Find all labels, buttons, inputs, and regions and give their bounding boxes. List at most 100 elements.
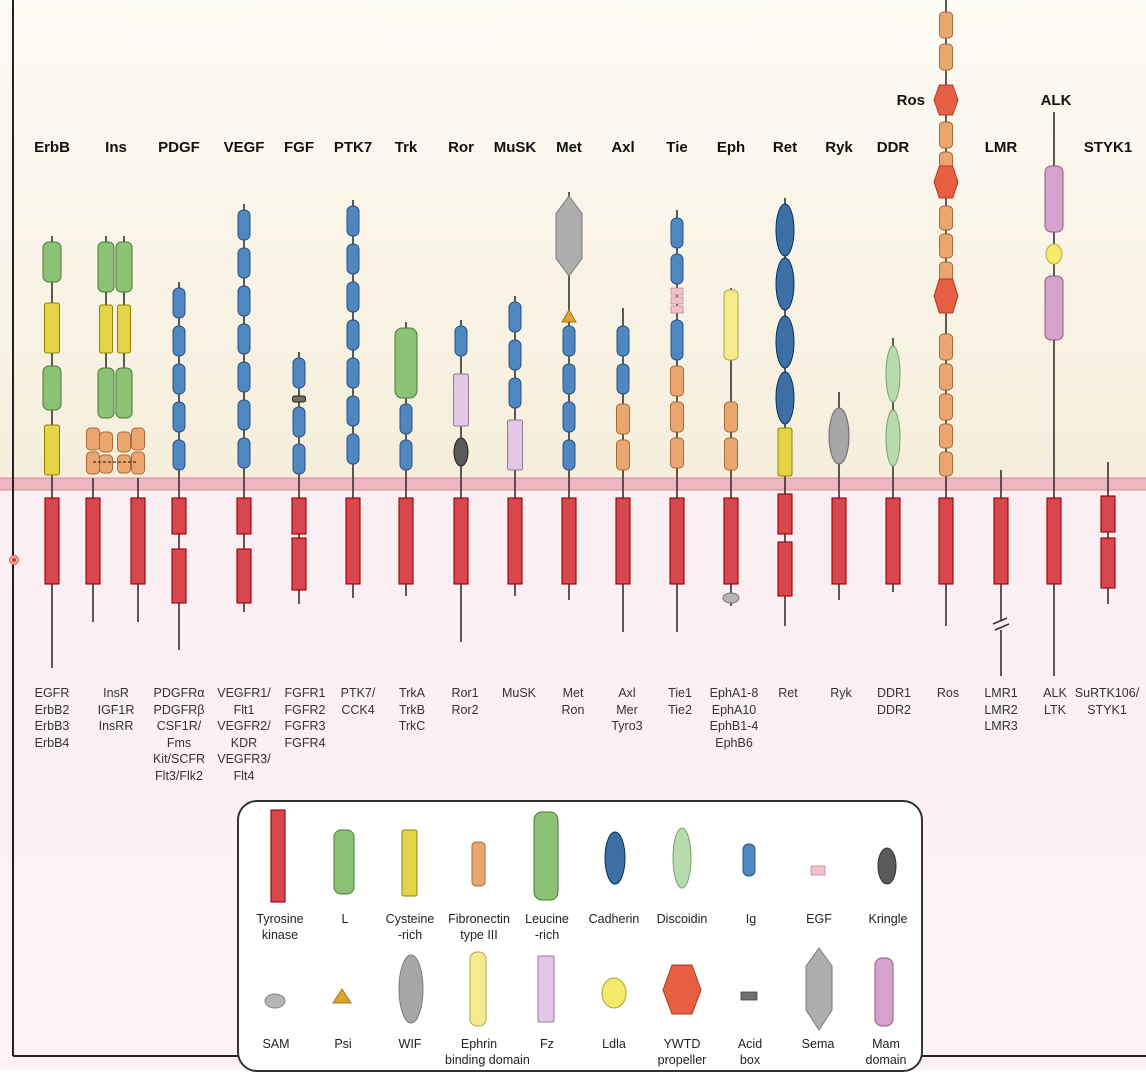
kinase-domain bbox=[453, 497, 469, 585]
cysteine-rich-domain bbox=[99, 304, 113, 354]
cysteine-rich-domain bbox=[117, 304, 131, 354]
legend-text: YWTD bbox=[663, 1037, 701, 1051]
ig-domain bbox=[172, 363, 186, 395]
member-name: TrkC bbox=[398, 719, 426, 733]
legend-text: Discoidin bbox=[656, 912, 708, 926]
fibronectin-domain bbox=[670, 437, 684, 469]
member-name: ErbB3 bbox=[34, 719, 70, 733]
cysteine-rich-domain bbox=[44, 424, 60, 476]
family-label-erbb: ErbB bbox=[34, 139, 70, 156]
member-list-eph: EphA1-8 EphA10 EphB1-4 EphB6 bbox=[696, 685, 772, 751]
legend-text: -rich bbox=[534, 928, 560, 942]
break-mark bbox=[992, 617, 1008, 625]
kinase-domain bbox=[398, 497, 414, 585]
kinase-domain bbox=[669, 497, 685, 585]
ig-domain bbox=[399, 439, 413, 471]
member-name: Flt4 bbox=[233, 768, 255, 783]
member-name: KDR bbox=[230, 735, 258, 750]
egf-domain bbox=[670, 296, 684, 305]
legend-label-discoidin: Discoidin bbox=[648, 911, 716, 927]
member-name: FGFR4 bbox=[284, 735, 326, 750]
family-label-ins: Ins bbox=[105, 139, 127, 156]
kinase-domain bbox=[236, 548, 252, 604]
member-name: EphA10 bbox=[711, 702, 757, 717]
kinase-domain bbox=[236, 497, 252, 535]
fibronectin-domain bbox=[99, 431, 113, 453]
member-list-trk: TrkA TrkB TrkC bbox=[374, 685, 450, 735]
cadherin-domain bbox=[775, 203, 795, 257]
family-label-ryk: Ryk bbox=[825, 139, 853, 156]
fibronectin-domain bbox=[939, 393, 953, 421]
member-name: DDR2 bbox=[876, 702, 912, 717]
legend-symbol-ywtd bbox=[662, 964, 702, 1015]
member-name: FGFR2 bbox=[284, 702, 326, 717]
legend-label-wif: WIF bbox=[376, 1036, 444, 1052]
legend-text: type III bbox=[460, 928, 498, 942]
member-name: LMR1 bbox=[984, 686, 1018, 700]
member-name: SuRTK106/ bbox=[1074, 686, 1140, 700]
legend-symbol-wif bbox=[398, 954, 424, 1024]
member-name: EphB1-4 bbox=[709, 719, 759, 733]
ig-domain bbox=[237, 437, 251, 469]
legend-text: Fibronectin bbox=[448, 912, 510, 926]
fibronectin-domain bbox=[939, 333, 953, 361]
legend-label-mam: Mam domain bbox=[852, 1036, 920, 1068]
cysteine-rich-domain bbox=[44, 302, 60, 354]
kinase-domain bbox=[171, 497, 187, 535]
cadherin-domain bbox=[775, 371, 795, 425]
family-label-ros: Ros bbox=[896, 92, 925, 109]
ig-domain bbox=[237, 361, 251, 393]
member-name: CSF1R/ bbox=[156, 719, 202, 733]
fibronectin-domain bbox=[939, 451, 953, 477]
kinase-domain bbox=[1046, 497, 1062, 585]
cursor-marker bbox=[9, 555, 19, 565]
kinase-domain bbox=[44, 497, 60, 585]
ig-domain bbox=[346, 205, 360, 237]
member-name: Flt3/Flk2 bbox=[155, 768, 203, 783]
ig-domain bbox=[454, 325, 468, 357]
family-label-fgf: FGF bbox=[284, 139, 314, 156]
fibronectin-domain bbox=[86, 451, 100, 475]
member-name: FGFR3 bbox=[284, 719, 326, 733]
fibronectin-domain bbox=[99, 454, 113, 474]
legend-text: kinase bbox=[261, 928, 299, 942]
fibronectin-domain bbox=[939, 363, 953, 391]
kinase-domain bbox=[561, 497, 577, 585]
member-list-alk: ALK LTK bbox=[1017, 685, 1093, 718]
member-name: Met bbox=[562, 686, 584, 700]
member-name: Mer bbox=[616, 702, 638, 717]
kinase-domain bbox=[345, 497, 361, 585]
legend-symbols bbox=[264, 809, 897, 1031]
member-list-ptk7: PTK7/ CCK4 bbox=[320, 685, 396, 718]
legend-symbol-ig bbox=[742, 843, 756, 877]
member-name: Tie1 bbox=[668, 686, 692, 700]
member-name: TrkB bbox=[399, 702, 425, 717]
member-list-ros: Ros bbox=[910, 685, 986, 702]
ig-domain bbox=[237, 285, 251, 317]
ig-domain bbox=[346, 357, 360, 389]
legend-label-ephrin-binding: Ephrin binding domain bbox=[445, 1036, 530, 1068]
ig-domain bbox=[237, 399, 251, 431]
legend-label-cadherin: Cadherin bbox=[580, 911, 648, 927]
member-list-lmr: LMR1 LMR2 LMR3 bbox=[963, 685, 1039, 735]
ephrin-binding-domain bbox=[723, 289, 739, 361]
ig-domain bbox=[346, 243, 360, 275]
legend-symbol-ldla bbox=[601, 977, 627, 1009]
cadherin-domain bbox=[775, 315, 795, 369]
fibronectin-domain bbox=[86, 427, 100, 451]
ig-domain bbox=[346, 319, 360, 351]
legend-label-fibronectin: Fibronectin type III bbox=[445, 911, 513, 943]
ig-domain bbox=[292, 357, 306, 389]
member-name: PTK7/ bbox=[340, 686, 376, 700]
member-name: ALK bbox=[1043, 686, 1067, 700]
legend-label-psi: Psi bbox=[309, 1036, 377, 1052]
legend-text: Acid bbox=[737, 1037, 763, 1051]
ig-domain bbox=[346, 395, 360, 427]
l-domain bbox=[97, 367, 115, 419]
legend-symbol-tyrosine-kinase bbox=[270, 809, 286, 903]
ig-domain bbox=[670, 217, 684, 249]
kinase-domain bbox=[993, 497, 1009, 585]
ywtd-propeller bbox=[933, 165, 959, 199]
legend-text: Tyrosine bbox=[256, 912, 304, 926]
ig-domain bbox=[237, 323, 251, 355]
